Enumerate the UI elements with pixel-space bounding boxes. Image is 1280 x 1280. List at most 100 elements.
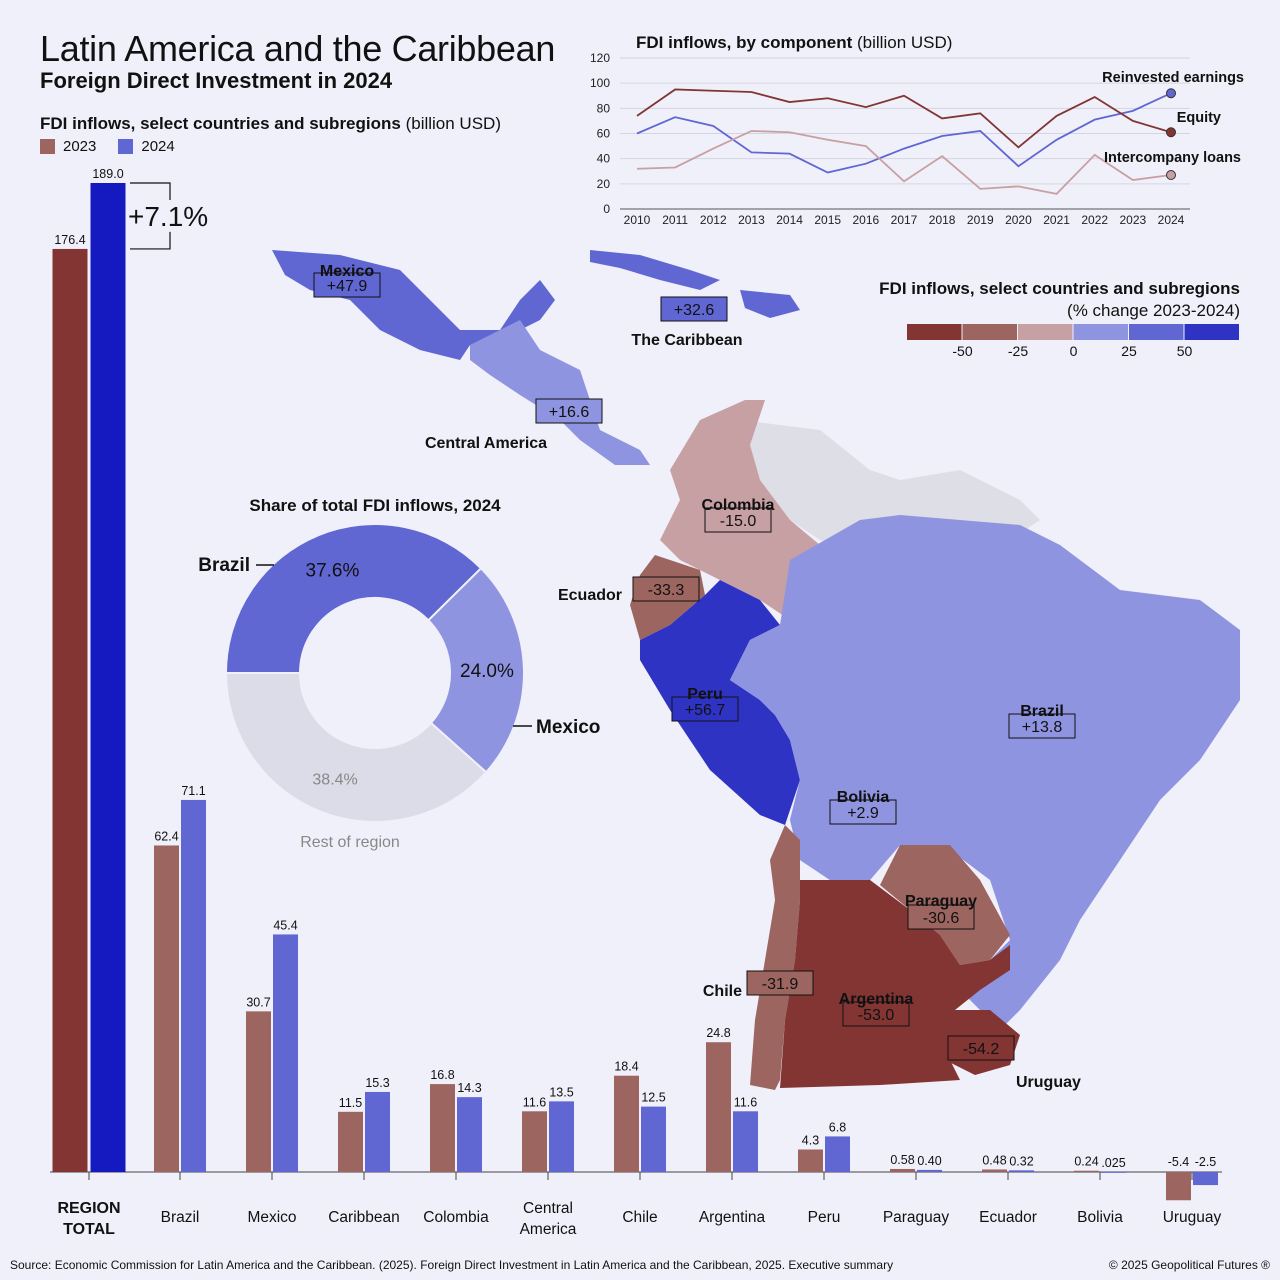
donut-slice-2 bbox=[224, 672, 488, 823]
bar-value-label: 16.8 bbox=[430, 1068, 454, 1082]
bar-value-label: 15.3 bbox=[365, 1076, 389, 1090]
bar-value-label: 11.6 bbox=[523, 1095, 546, 1109]
bar-2023-6 bbox=[614, 1075, 639, 1172]
line-chart-heading: FDI inflows, by component (billion USD) bbox=[636, 33, 952, 53]
total-change-bracket bbox=[130, 182, 171, 250]
donut-chart: 37.6% 24.0% 38.4% Brazil Mexico Rest of regio… bbox=[198, 523, 600, 851]
line-series-label: Reinvested earnings bbox=[1102, 70, 1244, 86]
map-region-name: Central America bbox=[425, 435, 547, 452]
bar-value-label: 18.4 bbox=[614, 1060, 638, 1074]
scale-tick-label: 50 bbox=[1177, 343, 1193, 359]
donut-slice-label: 24.0% bbox=[460, 661, 514, 682]
bar-2023-11 bbox=[1074, 1170, 1099, 1172]
line-series-1 bbox=[636, 88, 1172, 149]
map-value-box bbox=[746, 970, 814, 996]
map-region-central-america bbox=[470, 320, 650, 465]
bar-value-label: 6.8 bbox=[829, 1120, 846, 1134]
bar-2024-7 bbox=[733, 1111, 758, 1172]
map-value-box bbox=[907, 904, 975, 930]
line-x-tick-label: 2017 bbox=[891, 213, 918, 227]
map-region-name: Mexico bbox=[320, 263, 374, 280]
map-region-name: The Caribbean bbox=[631, 332, 742, 349]
line-y-tick-label: 20 bbox=[597, 177, 611, 191]
bar-value-label: 0.58 bbox=[890, 1153, 914, 1167]
map-value-box bbox=[632, 576, 700, 602]
bar-2023-10 bbox=[982, 1169, 1007, 1172]
bar-value-label: 0.48 bbox=[982, 1153, 1006, 1167]
map-region-bolivia bbox=[775, 700, 945, 880]
bar-2024-10 bbox=[1009, 1170, 1034, 1172]
bar-value-label: 176.4 bbox=[54, 233, 85, 247]
map-region-name: Bolivia bbox=[837, 789, 890, 806]
donut-slice-0 bbox=[224, 523, 483, 674]
map-region-mexico bbox=[272, 250, 555, 360]
bar-category-label: Paraguay bbox=[883, 1209, 950, 1226]
bar-2024-1 bbox=[181, 799, 206, 1172]
map-value-label: +32.6 bbox=[674, 302, 715, 319]
bar-value-label: 30.7 bbox=[246, 995, 270, 1009]
map-region-uruguay bbox=[945, 1010, 1020, 1075]
map-region-chile bbox=[750, 825, 800, 1090]
line-y-tick-label: 120 bbox=[590, 51, 610, 65]
line-series-endpoint bbox=[1166, 170, 1176, 181]
map-value-box bbox=[660, 296, 728, 322]
map-region-ecuador bbox=[630, 555, 705, 640]
map-region-name: Ecuador bbox=[558, 587, 622, 604]
map-region-name: Peru bbox=[687, 686, 723, 703]
map-region-colombia bbox=[660, 400, 820, 620]
bar-value-label: 62.4 bbox=[154, 829, 178, 843]
map-value-box bbox=[535, 398, 603, 424]
donut-callout-label: Mexico bbox=[536, 717, 600, 738]
map-region-name: Chile bbox=[703, 983, 742, 1000]
donut-callout-label: Brazil bbox=[198, 555, 250, 576]
line-x-tick-label: 2024 bbox=[1158, 213, 1185, 227]
line-chart-heading-text: FDI inflows, by component bbox=[636, 33, 853, 52]
donut-slice-label: 38.4% bbox=[312, 772, 357, 789]
map-value-label: -15.0 bbox=[720, 513, 757, 530]
line-x-tick-label: 2021 bbox=[1043, 213, 1070, 227]
scale-tick-label: 0 bbox=[1070, 343, 1078, 359]
bar-value-label: 0.24 bbox=[1074, 1155, 1098, 1169]
bar-2024-6 bbox=[641, 1106, 666, 1172]
line-x-tick-label: 2013 bbox=[738, 213, 765, 227]
bar-2023-3 bbox=[338, 1111, 363, 1172]
page-subtitle: Foreign Direct Investment in 2024 bbox=[40, 68, 393, 93]
map-value-box bbox=[704, 507, 772, 533]
line-series-2 bbox=[636, 130, 1172, 195]
map-value-box bbox=[313, 272, 381, 298]
bar-2024-4 bbox=[457, 1097, 482, 1172]
map-subheading: (% change 2023-2024) bbox=[1067, 301, 1240, 320]
scale-tick-label: 25 bbox=[1121, 343, 1137, 359]
bar-2024-9 bbox=[917, 1169, 942, 1172]
map-layer bbox=[272, 250, 1240, 1090]
line-series-endpoint bbox=[1166, 127, 1176, 138]
map-heading: FDI inflows, select countries and subreg… bbox=[830, 278, 1240, 322]
map-color-scale: -50 -25 0 25 50 bbox=[907, 324, 1239, 359]
line-series-label: Equity bbox=[1177, 110, 1221, 126]
bar-category-label: Ecuador bbox=[979, 1209, 1037, 1226]
scale-tick-label: -25 bbox=[1008, 343, 1028, 359]
bar-chart-heading-text: FDI inflows, select countries and subreg… bbox=[40, 114, 401, 133]
bar-value-label: 13.5 bbox=[549, 1085, 573, 1099]
bar-category-label: Brazil bbox=[161, 1209, 200, 1226]
copyright-note: © 2025 Geopolitical Futures ® bbox=[1108, 1258, 1270, 1272]
donut-title: Share of total FDI inflows, 2024 bbox=[249, 496, 501, 515]
bar-2024-2 bbox=[273, 934, 298, 1172]
map-value-label: +16.6 bbox=[549, 404, 590, 421]
bar-2024-0 bbox=[90, 183, 126, 1172]
line-x-tick-label: 2018 bbox=[929, 213, 956, 227]
bar-2024-8 bbox=[825, 1136, 850, 1172]
bar-2024-3 bbox=[365, 1091, 390, 1172]
map-value-label: +56.7 bbox=[685, 702, 726, 719]
map-region-name: Argentina bbox=[839, 991, 914, 1008]
bar-category-label: America bbox=[520, 1221, 577, 1238]
bar-2023-1 bbox=[154, 845, 179, 1172]
legend-label-2024: 2024 bbox=[141, 138, 175, 155]
bar-chart-heading: FDI inflows, select countries and subreg… bbox=[40, 114, 501, 134]
line-y-tick-label: 60 bbox=[597, 127, 611, 141]
bar-2023-7 bbox=[706, 1042, 731, 1172]
map-country-nodata bbox=[740, 420, 1040, 545]
scale-swatch bbox=[962, 324, 1017, 340]
